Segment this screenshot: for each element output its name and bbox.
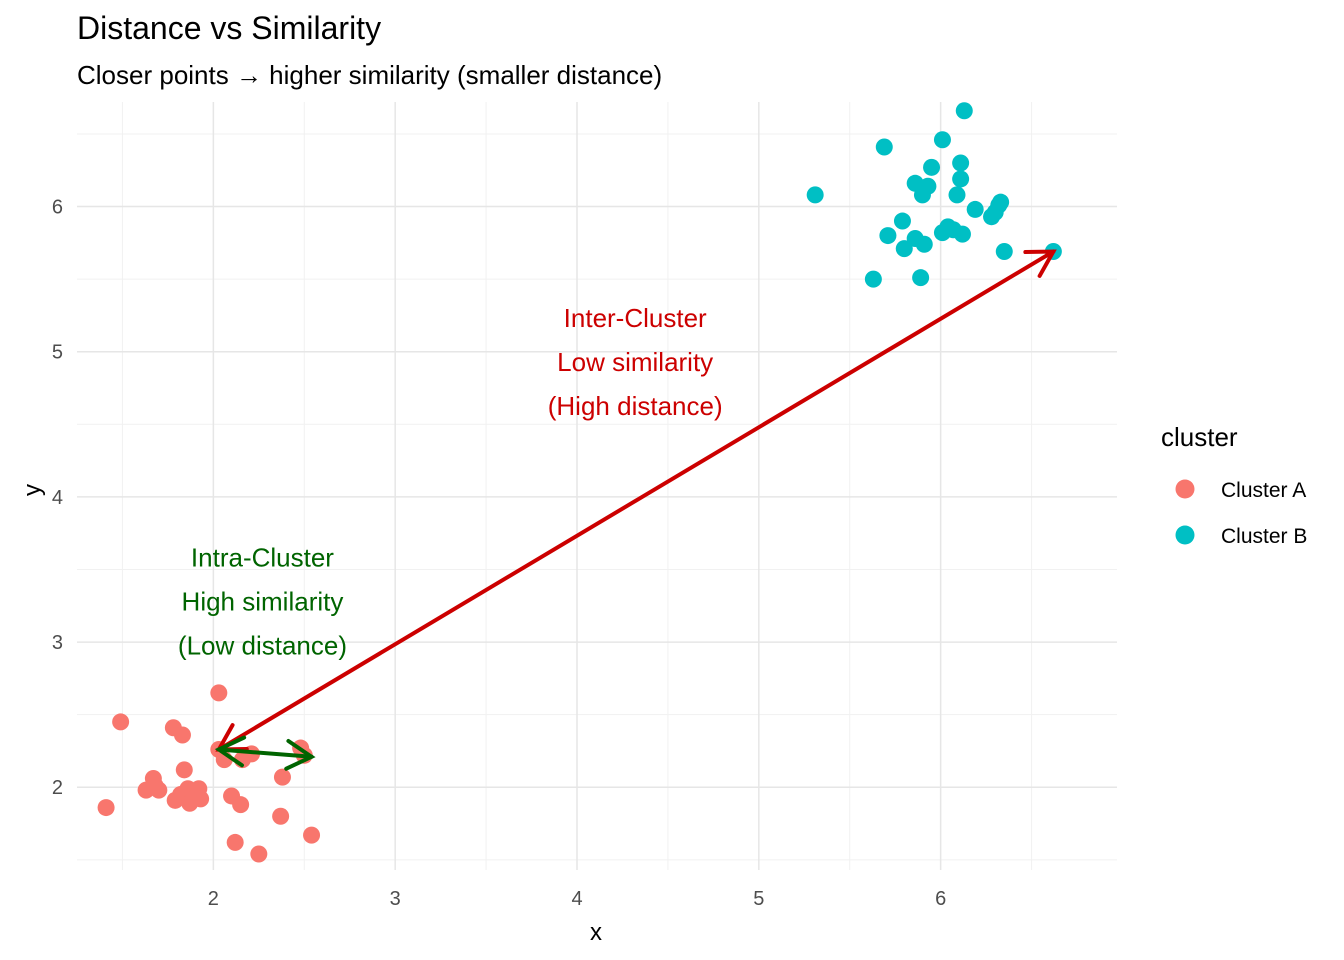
- x-tick-label: 3: [390, 888, 401, 910]
- x-tick-label: 4: [571, 888, 582, 910]
- annotation-line: Low similarity: [557, 347, 713, 377]
- point-cluster-a: [150, 781, 168, 799]
- point-cluster-b: [875, 138, 893, 156]
- arrow-head: [1023, 249, 1057, 278]
- point-cluster-b: [952, 154, 970, 172]
- y-tick-label: 4: [52, 487, 63, 509]
- y-axis-ticks: 2 3 4 5 6: [52, 197, 63, 800]
- chart-title: Distance vs Similarity: [77, 10, 382, 46]
- point-cluster-a: [112, 713, 130, 731]
- point-cluster-a: [173, 726, 191, 744]
- point-cluster-a: [175, 761, 193, 779]
- x-tick-label: 6: [935, 888, 946, 910]
- point-cluster-b: [893, 212, 911, 230]
- point-cluster-b: [966, 200, 984, 218]
- point-cluster-b: [992, 193, 1010, 211]
- point-cluster-a: [272, 807, 290, 825]
- legend: cluster Cluster A Cluster B: [1161, 422, 1307, 548]
- y-tick-label: 3: [52, 632, 63, 654]
- x-axis-ticks: 2 3 4 5 6: [208, 888, 946, 910]
- major-gridlines: [77, 102, 1117, 870]
- legend-key: [1175, 525, 1195, 545]
- x-axis-title: x: [590, 919, 602, 946]
- point-cluster-a: [303, 826, 321, 844]
- legend-title: cluster: [1161, 422, 1238, 452]
- arrow-head: [214, 735, 247, 768]
- annotation-line: Intra-Cluster: [191, 543, 334, 573]
- y-axis-title: y: [19, 484, 46, 496]
- legend-label: Cluster B: [1221, 525, 1307, 548]
- point-cluster-a: [226, 833, 244, 851]
- point-cluster-b: [923, 158, 941, 176]
- y-tick-label: 5: [52, 342, 63, 364]
- annotation-line: (Low distance): [178, 631, 347, 661]
- intra-cluster-arrow: [216, 747, 314, 759]
- annotations: Inter-Cluster Low similarity (High distanc…: [178, 303, 723, 661]
- point-cluster-a: [97, 799, 115, 817]
- point-cluster-b: [953, 225, 971, 243]
- point-cluster-b: [952, 170, 970, 188]
- point-cluster-b: [912, 269, 930, 287]
- point-cluster-a: [210, 684, 228, 702]
- point-cluster-b: [806, 186, 824, 204]
- point-cluster-b: [879, 227, 897, 245]
- arrow-head: [284, 738, 316, 771]
- legend-key: [1175, 479, 1195, 499]
- point-cluster-a: [250, 845, 268, 863]
- inter-cluster-arrow: [216, 249, 1056, 752]
- point-cluster-b: [995, 243, 1013, 261]
- x-tick-label: 2: [208, 888, 219, 910]
- x-tick-label: 5: [753, 888, 764, 910]
- arrows: [214, 249, 1057, 771]
- y-tick-label: 2: [52, 777, 63, 799]
- point-cluster-b: [955, 102, 973, 120]
- point-cluster-a: [273, 768, 291, 786]
- annotation-line: High similarity: [182, 587, 344, 617]
- point-cluster-b: [933, 131, 951, 149]
- point-cluster-b: [915, 235, 933, 253]
- chart-subtitle: Closer points → higher similarity (small…: [77, 60, 663, 90]
- legend-label: Cluster A: [1221, 479, 1306, 502]
- minor-gridlines: [77, 102, 1117, 870]
- y-tick-label: 6: [52, 197, 63, 219]
- point-cluster-a: [192, 790, 210, 808]
- annotation-line: (High distance): [548, 391, 723, 421]
- point-cluster-b: [919, 177, 937, 195]
- point-cluster-b: [948, 186, 966, 204]
- annotation-line: Inter-Cluster: [564, 303, 707, 333]
- point-cluster-b: [864, 270, 882, 288]
- point-cluster-b: [895, 240, 913, 258]
- point-cluster-a: [232, 796, 250, 814]
